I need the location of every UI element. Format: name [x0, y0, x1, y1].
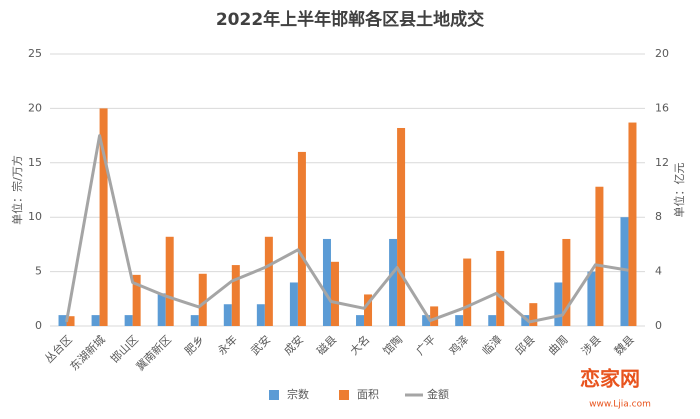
bar — [330, 261, 339, 326]
bar — [521, 315, 530, 326]
bar — [66, 316, 75, 326]
bar — [389, 238, 398, 326]
bar — [297, 151, 306, 326]
bar — [165, 236, 174, 326]
bar — [463, 258, 472, 326]
legend-label: 金额 — [427, 387, 449, 401]
bar — [264, 236, 273, 326]
watermark-url: www.Ljia.com — [589, 400, 651, 410]
bar — [99, 108, 108, 327]
bar — [132, 274, 141, 326]
y-tick-label: 15 — [28, 156, 42, 169]
y2-tick-label: 4 — [655, 265, 662, 278]
bar — [198, 273, 207, 326]
y-axis-label: 单位：宗/万方 — [10, 155, 24, 225]
bar — [496, 250, 505, 326]
legend-swatch — [339, 390, 349, 400]
bar — [356, 315, 365, 326]
bar — [595, 186, 604, 326]
bar — [488, 315, 497, 326]
bar — [422, 315, 431, 326]
legend-label: 面积 — [357, 388, 379, 401]
bar — [289, 282, 298, 326]
y2-tick-label: 12 — [655, 156, 669, 169]
y-tick-label: 0 — [35, 319, 42, 332]
bar — [529, 303, 538, 326]
legend-label: 宗数 — [287, 387, 309, 401]
bar — [620, 217, 629, 326]
bar — [256, 304, 265, 326]
y2-tick-label: 0 — [655, 319, 662, 332]
bar — [455, 315, 464, 326]
bar — [430, 306, 439, 326]
legend-swatch — [269, 390, 279, 400]
bar — [58, 315, 67, 326]
bar — [322, 238, 331, 326]
bar — [554, 282, 563, 326]
bar — [223, 304, 232, 326]
y-tick-label: 20 — [28, 101, 42, 114]
bar — [364, 294, 373, 326]
y2-axis-label: 单位：亿元 — [672, 163, 686, 218]
y2-tick-label: 20 — [655, 47, 669, 60]
bar — [157, 293, 166, 326]
y-tick-label: 10 — [28, 210, 42, 223]
chart-title: 2022年上半年邯郸各区县土地成交 — [216, 9, 484, 30]
bar — [587, 271, 596, 326]
bar — [562, 238, 571, 326]
bar — [231, 265, 240, 326]
bar — [397, 127, 406, 326]
bar — [124, 315, 133, 326]
y-tick-label: 5 — [35, 265, 42, 278]
bar — [190, 315, 199, 326]
line — [65, 134, 629, 324]
watermark-logo: 恋家网 — [580, 367, 640, 391]
y2-tick-label: 16 — [655, 101, 669, 114]
bar — [91, 315, 100, 326]
y-tick-label: 25 — [28, 47, 42, 60]
bar — [628, 122, 637, 326]
y2-tick-label: 8 — [655, 210, 662, 223]
